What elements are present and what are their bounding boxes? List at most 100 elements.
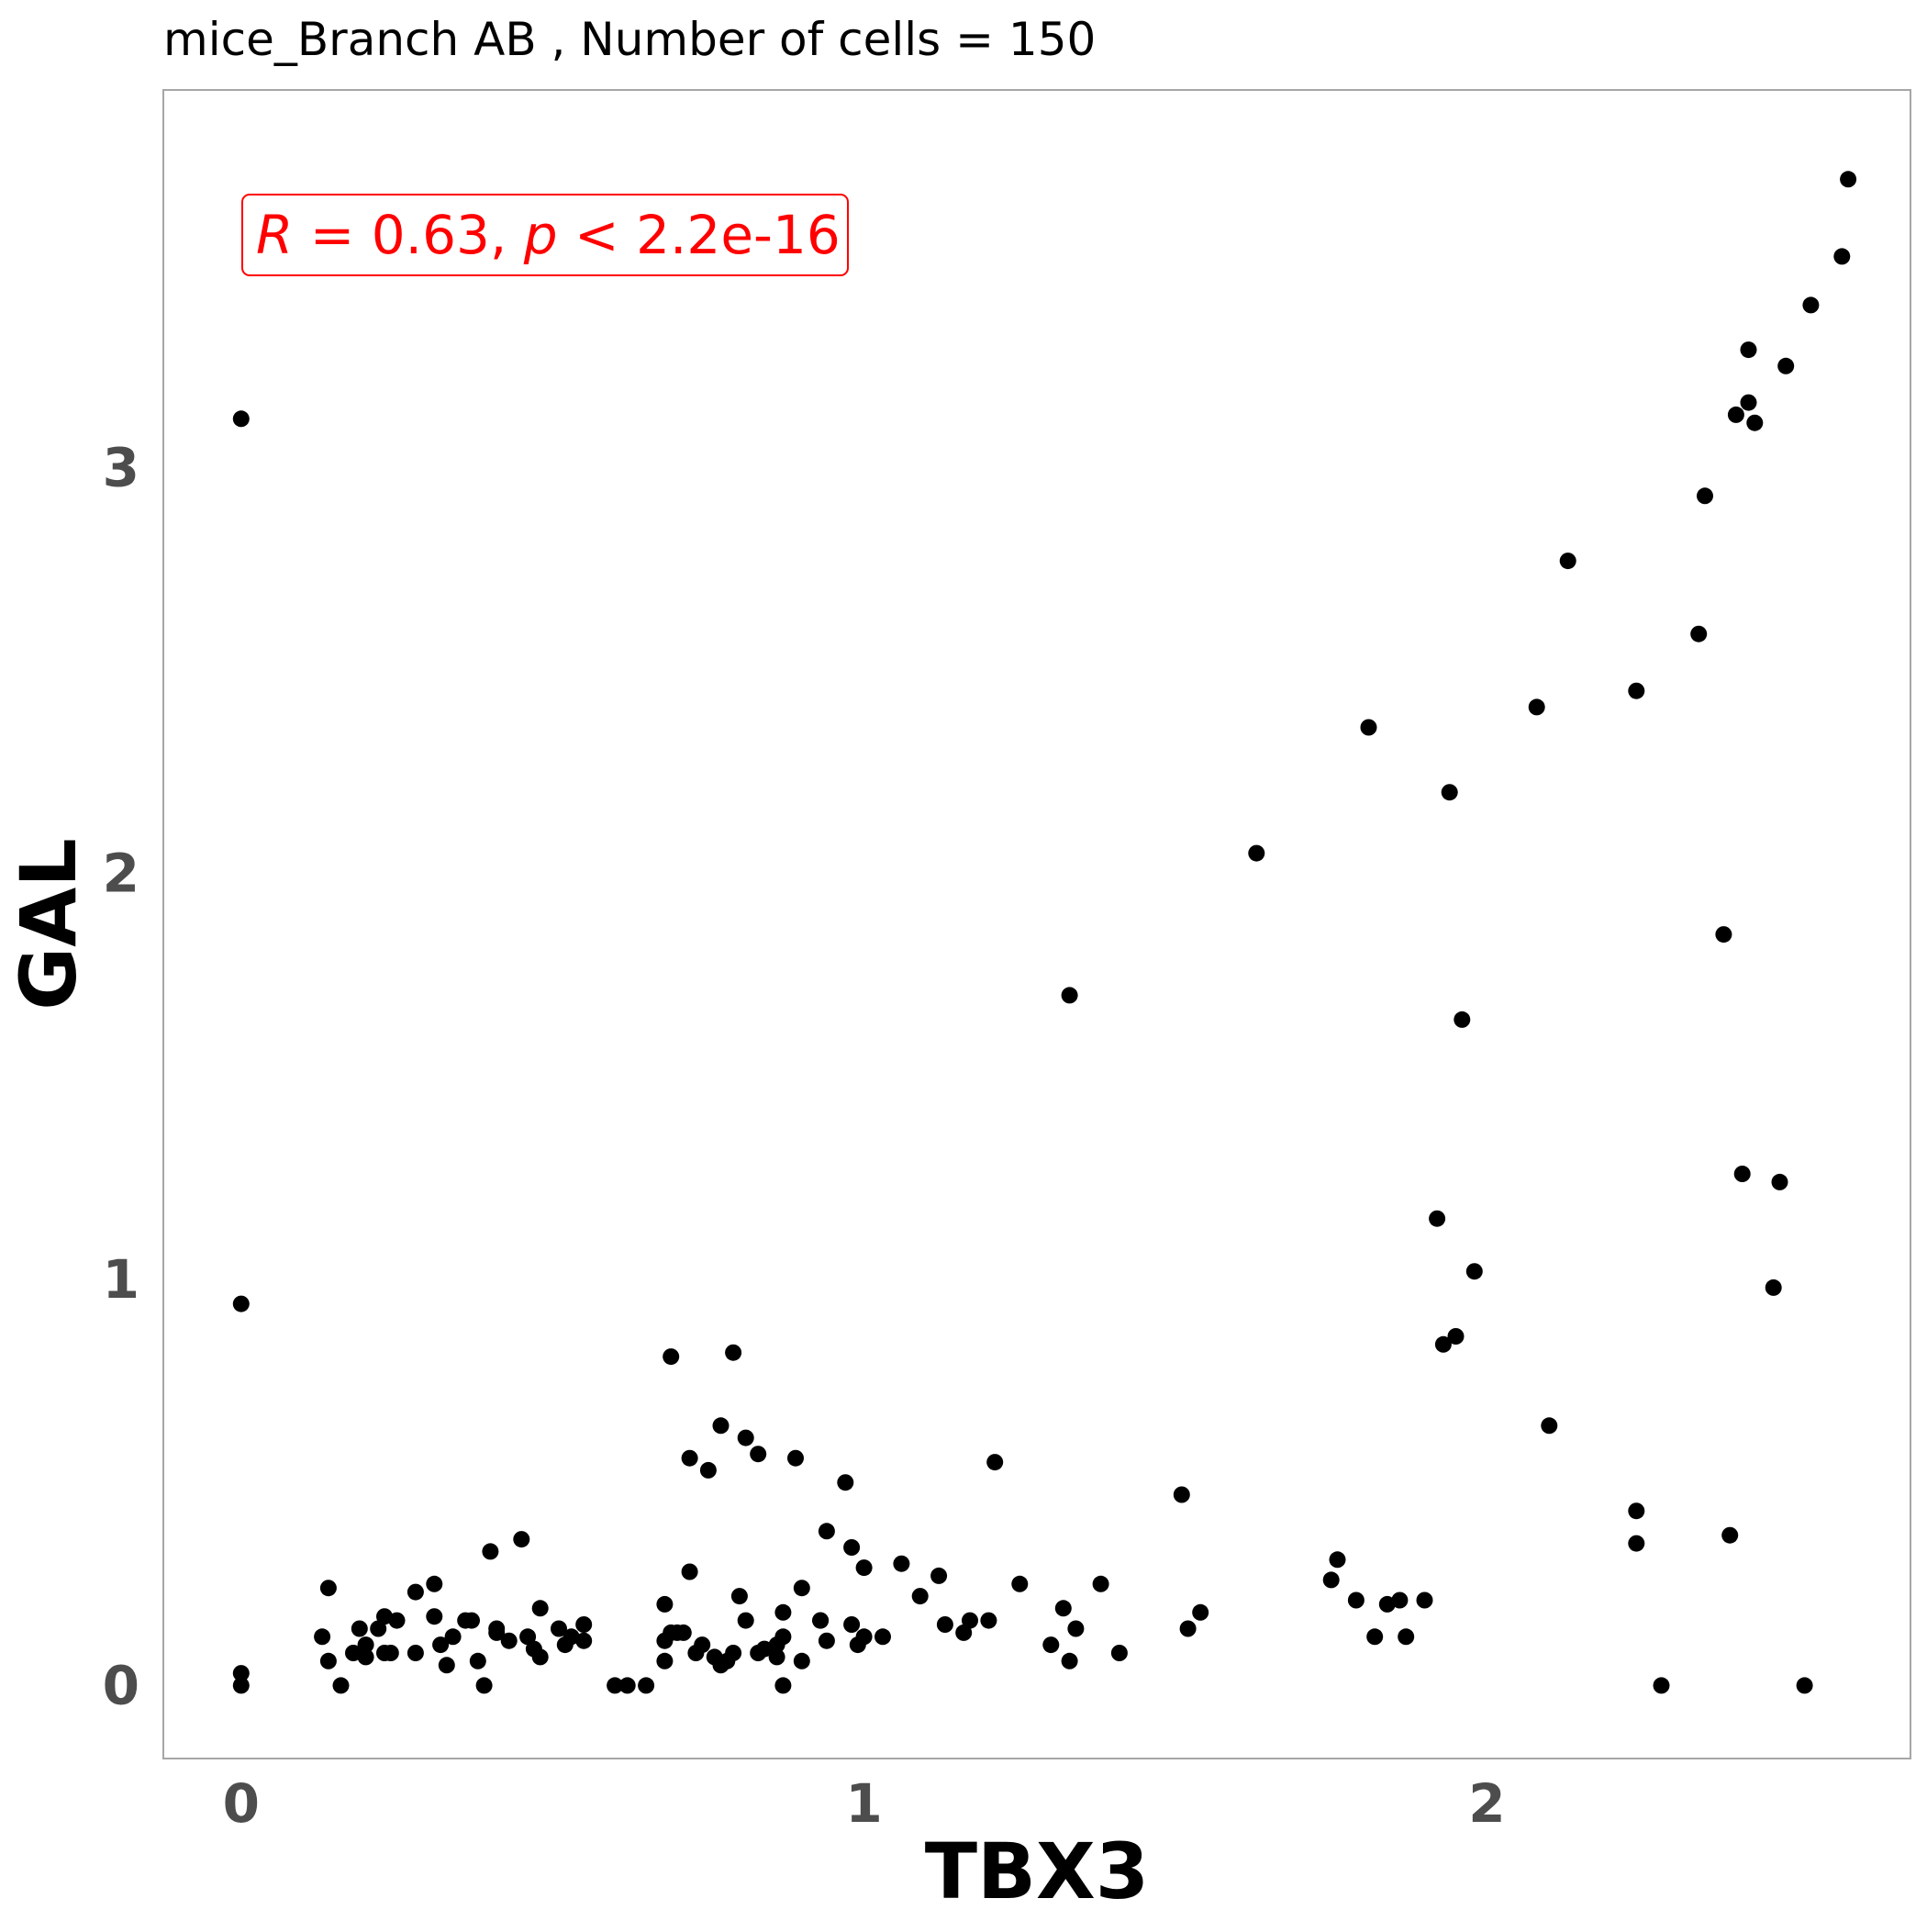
data-point-115 <box>1391 1591 1409 1609</box>
data-point-75 <box>787 1449 804 1467</box>
data-point-1 <box>232 410 250 428</box>
data-point-126 <box>1628 1502 1645 1520</box>
data-point-131 <box>1697 487 1713 505</box>
data-point-37 <box>531 1600 549 1617</box>
data-point-6 <box>319 1652 337 1670</box>
data-point-71 <box>768 1648 785 1666</box>
data-point-67 <box>750 1446 767 1463</box>
data-point-133 <box>1721 1526 1739 1544</box>
p-symbol: p <box>523 204 558 266</box>
r-value: = 0.63, <box>293 204 523 266</box>
y-axis-ticks: 0 1 2 3 <box>103 436 139 1716</box>
data-point-139 <box>1765 1279 1782 1296</box>
data-point-44 <box>618 1677 636 1694</box>
p-value: < 2.2e-16 <box>558 204 841 266</box>
data-point-106 <box>1179 1620 1197 1637</box>
x-tick-label-2: 2 <box>1468 1772 1505 1835</box>
data-point-41 <box>575 1632 593 1649</box>
data-point-81 <box>818 1523 835 1540</box>
data-point-10 <box>351 1620 368 1637</box>
data-point-3 <box>232 1665 250 1682</box>
data-point-137 <box>1740 394 1757 411</box>
data-point-15 <box>376 1608 393 1625</box>
data-point-82 <box>837 1474 854 1491</box>
data-point-125 <box>1559 553 1576 570</box>
data-point-108 <box>1248 844 1265 862</box>
correlation-annotation-text: R = 0.63, p < 2.2e-16 <box>256 204 841 266</box>
data-point-4 <box>232 1677 250 1694</box>
data-point-144 <box>1833 248 1851 265</box>
data-point-2 <box>232 1295 250 1312</box>
data-point-63 <box>725 1645 742 1661</box>
data-point-46 <box>656 1652 674 1670</box>
data-point-145 <box>1840 171 1857 188</box>
data-point-119 <box>1434 1335 1452 1353</box>
data-point-7 <box>319 1580 337 1597</box>
data-point-132 <box>1715 926 1732 944</box>
data-point-127 <box>1628 1535 1645 1552</box>
data-point-38 <box>551 1620 567 1637</box>
data-point-116 <box>1398 1628 1415 1646</box>
data-point-117 <box>1416 1591 1433 1609</box>
data-point-57 <box>699 1461 717 1479</box>
data-point-40 <box>563 1628 580 1646</box>
data-point-120 <box>1441 784 1458 801</box>
y-tick-label-3: 3 <box>103 436 139 498</box>
data-point-111 <box>1347 1591 1364 1609</box>
data-point-5 <box>314 1628 331 1646</box>
data-point-28 <box>475 1677 493 1694</box>
data-point-104 <box>1110 1645 1128 1661</box>
correlation-annotation: R = 0.63, p < 2.2e-16 <box>241 194 849 276</box>
r-symbol: R <box>256 204 293 266</box>
x-tick-label-0: 0 <box>223 1772 260 1835</box>
data-point-79 <box>812 1612 830 1629</box>
data-point-88 <box>874 1628 891 1646</box>
data-point-129 <box>1653 1677 1670 1694</box>
data-point-31 <box>488 1624 506 1641</box>
data-point-26 <box>463 1612 480 1629</box>
data-point-42 <box>575 1616 593 1633</box>
data-point-95 <box>980 1612 997 1629</box>
data-point-100 <box>1061 987 1078 1004</box>
data-point-130 <box>1690 625 1708 642</box>
data-point-110 <box>1329 1551 1346 1569</box>
points-layer <box>232 171 1857 1694</box>
y-axis-title: GAL <box>4 838 94 1010</box>
data-point-72 <box>774 1603 792 1621</box>
data-point-12 <box>357 1636 374 1654</box>
data-point-53 <box>681 1449 698 1467</box>
data-point-54 <box>681 1563 698 1580</box>
data-point-107 <box>1192 1603 1209 1621</box>
data-point-141 <box>1777 357 1795 374</box>
data-point-24 <box>444 1628 462 1646</box>
data-point-143 <box>1802 296 1820 314</box>
data-point-13 <box>370 1620 387 1637</box>
data-point-43 <box>607 1677 624 1694</box>
data-point-142 <box>1796 1677 1813 1694</box>
data-point-47 <box>656 1595 674 1613</box>
data-point-69 <box>756 1640 773 1658</box>
data-point-136 <box>1740 341 1757 359</box>
data-point-50 <box>663 1348 680 1366</box>
data-point-124 <box>1541 1417 1558 1435</box>
data-point-97 <box>1011 1575 1029 1592</box>
data-point-135 <box>1733 1166 1751 1182</box>
data-point-89 <box>893 1555 910 1572</box>
data-point-96 <box>986 1454 1004 1471</box>
data-point-94 <box>962 1612 978 1629</box>
plot-frame <box>162 89 1911 1759</box>
data-point-87 <box>855 1628 873 1646</box>
data-point-17 <box>388 1612 406 1629</box>
data-point-29 <box>482 1543 499 1560</box>
data-point-103 <box>1092 1575 1109 1592</box>
data-point-84 <box>843 1616 861 1633</box>
data-point-98 <box>1042 1636 1060 1654</box>
data-point-109 <box>1322 1571 1340 1589</box>
data-point-8 <box>332 1677 350 1694</box>
data-point-11 <box>357 1648 374 1666</box>
data-point-65 <box>737 1429 754 1446</box>
data-point-27 <box>469 1652 486 1670</box>
data-point-128 <box>1628 682 1645 699</box>
data-point-9 <box>345 1645 362 1661</box>
